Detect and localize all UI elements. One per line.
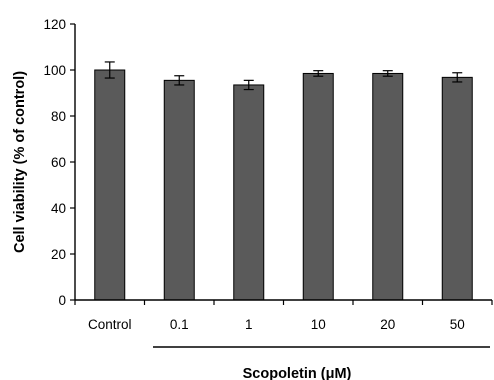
bars [94,69,473,301]
x-category-label: Control [88,317,132,332]
y-tick-label: 80 [51,109,66,124]
y-axis-ticks: 0 20 40 60 80 100 120 [43,17,75,308]
x-category-label: 20 [380,317,395,332]
y-tick-label: 0 [58,293,66,308]
y-tick-label: 120 [43,17,66,32]
x-axis-ticks [74,300,493,305]
x-category-label: 0.1 [170,317,189,332]
y-tick-label: 60 [51,155,66,170]
bar-control [94,69,126,301]
x-category-label: 10 [311,317,326,332]
y-tick-label: 40 [51,201,66,216]
x-axis-category-labels: Control 0.1 1 10 20 50 [88,317,465,332]
bar-50 [441,76,473,301]
error-bars [104,61,463,91]
bar-20 [372,72,404,301]
x-axis-label: Scopoletin (μM) [243,366,352,380]
x-category-label: 1 [245,317,253,332]
bar-1 [233,84,265,301]
bar-0_1 [163,79,195,301]
x-category-label: 50 [450,317,465,332]
y-tick-label: 20 [51,247,66,262]
y-tick-label: 100 [43,63,66,78]
bar-10 [302,72,334,301]
y-axis-label: Cell viability (% of control) [12,71,28,253]
